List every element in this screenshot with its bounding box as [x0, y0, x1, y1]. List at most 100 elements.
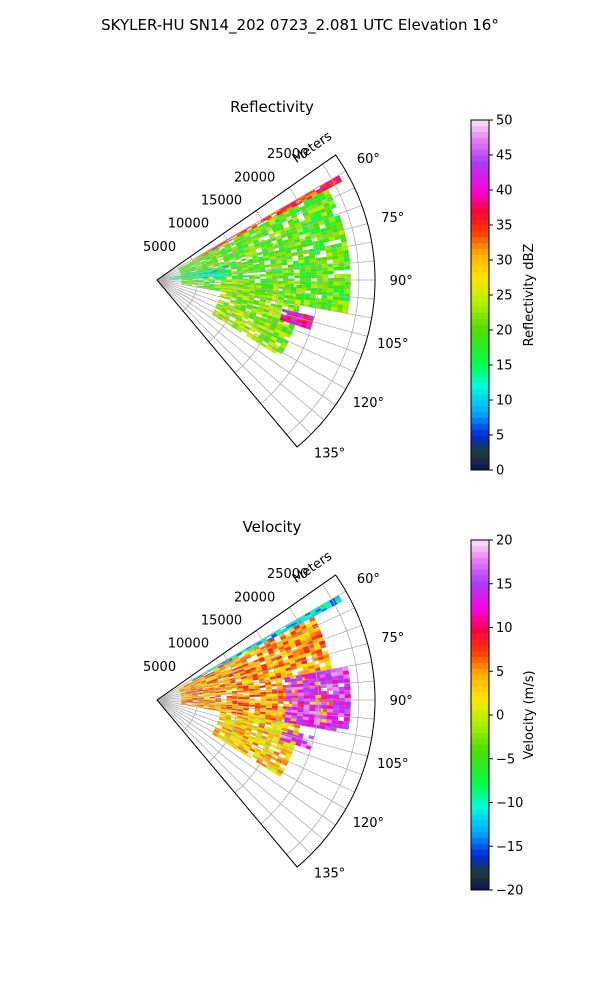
echo-cell: [209, 253, 216, 258]
echo-cell: [325, 306, 332, 311]
echo-cell: [326, 184, 333, 190]
echo-cell: [216, 304, 223, 309]
echo-cell: [277, 336, 284, 342]
echo-cell: [279, 317, 286, 322]
echo-cell: [279, 750, 287, 756]
echo-cell: [203, 696, 210, 698]
echo-cell: [324, 222, 332, 228]
echo-cell: [221, 251, 228, 256]
echo-cell: [215, 305, 222, 310]
colorbar-swatch: [471, 125, 489, 133]
echo-cell: [300, 639, 307, 645]
echo-cell: [255, 748, 262, 754]
echo-cell: [270, 324, 277, 329]
echo-cell: [233, 308, 240, 312]
echo-cell: [272, 738, 279, 744]
echo-cell: [288, 627, 296, 633]
echo-cell: [226, 741, 233, 747]
echo-cell: [256, 232, 263, 237]
echo-cell: [273, 250, 280, 254]
echo-cell: [186, 283, 193, 285]
colorbar-swatch: [471, 720, 489, 728]
echo-cell: [270, 715, 277, 719]
echo-cell: [179, 687, 185, 691]
echo-cell: [259, 685, 266, 688]
echo-cell: [264, 335, 271, 341]
echo-cell: [342, 666, 349, 672]
echo-cell: [266, 664, 274, 668]
colorbar-swatch: [471, 230, 489, 238]
echo-cell: [291, 737, 297, 742]
echo-cell: [263, 255, 270, 259]
echo-cell: [251, 308, 258, 312]
echo-cell: [269, 256, 276, 260]
echo-cell: [264, 304, 271, 309]
echo-cell: [304, 612, 311, 617]
echo-cell: [279, 251, 286, 256]
echo-cell: [254, 694, 261, 697]
echo-cell: [186, 280, 193, 281]
echo-cell: [245, 670, 252, 675]
colorbar-swatch: [471, 143, 489, 150]
echo-cell: [251, 224, 257, 229]
echo-cell: [242, 297, 249, 301]
echo-cell: [203, 702, 210, 704]
echo-cell: [192, 701, 199, 703]
echo-cell: [207, 682, 213, 686]
azimuth-gridline: [156, 279, 368, 337]
echo-cell: [316, 284, 323, 289]
colorbar-swatch: [471, 201, 489, 208]
colorbar-swatch: [471, 668, 489, 675]
echo-cell: [186, 271, 192, 274]
echo-cell: [319, 603, 326, 609]
echo-cell: [208, 266, 214, 269]
echo-cell: [294, 222, 302, 228]
echo-cell: [281, 262, 288, 266]
echo-cell: [278, 318, 285, 324]
colorbar-swatch: [471, 750, 489, 757]
echo-cell: [289, 210, 296, 216]
echo-cell: [231, 744, 238, 750]
azimuth-tick-label: 105°: [377, 337, 408, 352]
echo-cell: [296, 284, 303, 289]
echo-cell: [242, 735, 249, 740]
echo-cell: [243, 247, 250, 251]
colorbar-swatch: [471, 265, 489, 273]
colorbar-swatch: [471, 662, 489, 669]
echo-cell: [202, 267, 209, 270]
colorbar-swatch: [471, 149, 489, 156]
echo-cell: [301, 663, 309, 668]
echo-cell: [243, 651, 250, 656]
echo-cell: [330, 727, 337, 732]
echo-cell: [288, 237, 295, 242]
echo-cell: [239, 252, 246, 256]
echo-cell: [344, 682, 351, 687]
echo-cell: [209, 693, 216, 695]
echo-cell: [195, 682, 201, 686]
range-ring: [260, 187, 319, 405]
echo-cell: [192, 280, 199, 282]
echo-cell: [242, 267, 249, 270]
echo-cell: [209, 671, 215, 675]
echo-cell: [229, 241, 235, 246]
echo-cell: [267, 666, 274, 671]
echo-cell: [245, 225, 252, 230]
echo-cell: [192, 693, 198, 696]
echo-cell: [185, 274, 191, 276]
echo-cell: [186, 698, 193, 699]
echo-cell: [284, 226, 291, 232]
echo-cell: [231, 690, 238, 693]
echo-cell: [211, 666, 218, 670]
echo-cell: [286, 670, 293, 674]
echo-cell: [184, 266, 190, 269]
echo-cell: [215, 697, 221, 700]
echo-cell: [281, 629, 288, 634]
echo-cell: [259, 713, 266, 717]
colorbar-swatch: [471, 709, 489, 716]
echo-cell: [286, 626, 293, 631]
echo-cell: [314, 197, 322, 204]
echo-cell: [283, 643, 290, 649]
echo-cell: [241, 649, 247, 654]
echo-cell: [218, 274, 225, 277]
echo-cell: [277, 693, 284, 696]
